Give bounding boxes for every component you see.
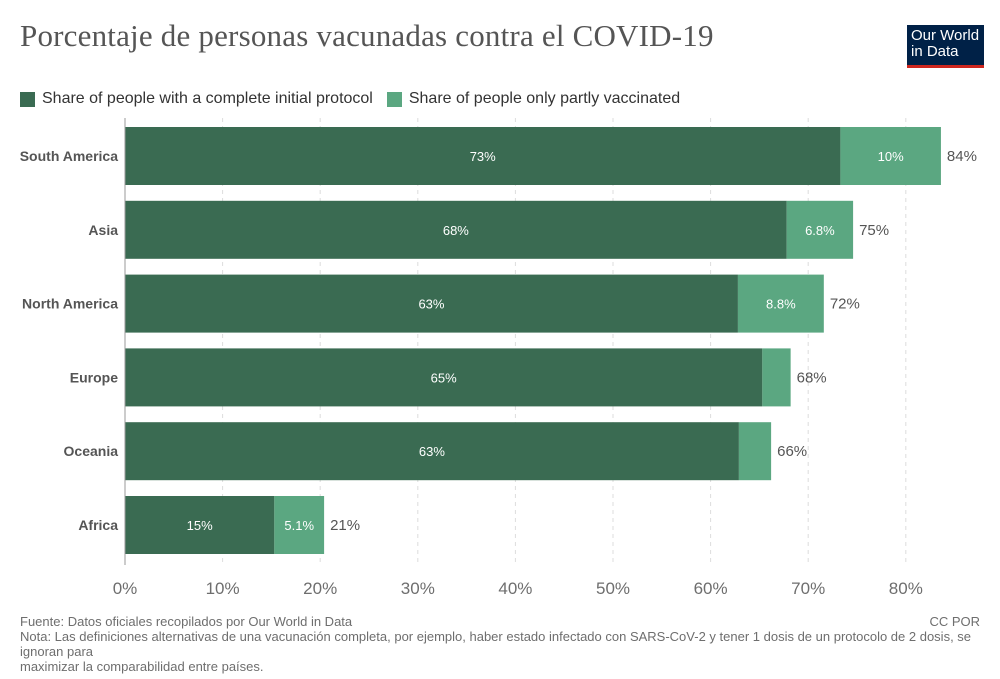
bar-label-full: 15% (187, 518, 213, 533)
x-tick-label: 60% (694, 579, 728, 598)
bar-partial (274, 496, 325, 554)
license-link[interactable]: CC POR (929, 614, 980, 629)
bar-label-full: 63% (418, 297, 444, 312)
bar-label-full: 68% (443, 223, 469, 238)
legend-label-full: Share of people with a complete initial … (42, 90, 373, 107)
category-label: North America (22, 296, 118, 312)
legend-item-partial[interactable]: Share of people only partly vaccinated (386, 90, 681, 108)
legend-item-full[interactable]: Share of people with a complete initial … (20, 90, 373, 108)
owid-logo[interactable]: Our World in Data (907, 25, 984, 68)
bar-full (125, 348, 763, 407)
note-line-2: maximizar la comparabilidad entre países… (20, 659, 264, 674)
x-tick-label: 70% (791, 579, 825, 598)
bar-label-partial: 10% (878, 149, 904, 164)
legend-swatch-full (20, 91, 35, 107)
bar-full (125, 496, 275, 554)
chart-title: Porcentaje de personas vacunadas contra … (20, 18, 714, 53)
category-label: Oceania (64, 443, 119, 459)
x-tick-label: 20% (303, 579, 337, 598)
bar-label-partial: 5.1% (284, 518, 314, 533)
total-label: 21% (330, 517, 360, 534)
bar-label-full: 63% (419, 444, 445, 459)
total-label: 84% (947, 148, 977, 165)
bar-full (125, 127, 841, 185)
total-label: 75% (859, 222, 889, 239)
bar-full (125, 274, 738, 333)
legend: Share of people with a complete initial … (20, 90, 680, 108)
category-label: South America (20, 148, 118, 164)
note-text: Nota: Las definiciones alternativas de u… (20, 629, 980, 674)
bar-partial (738, 422, 772, 481)
note-line-1: Nota: Las definiciones alternativas de u… (20, 629, 972, 659)
source-text: Fuente: Datos oficiales recopilados por … (20, 614, 353, 629)
bar-label-partial: 6.8% (805, 223, 835, 238)
x-tick-label: 30% (401, 579, 435, 598)
total-label: 66% (777, 443, 807, 460)
category-label: Africa (78, 517, 118, 533)
category-label: Europe (70, 369, 118, 385)
x-tick-label: 0% (113, 579, 138, 598)
legend-label-partial: Share of people only partly vaccinated (408, 90, 681, 107)
bar-label-partial: 8.8% (766, 297, 796, 312)
bar-partial (737, 274, 824, 333)
x-tick-label: 80% (889, 579, 923, 598)
x-tick-label: 40% (498, 579, 532, 598)
bar-full (125, 422, 739, 481)
bar-label-full: 65% (431, 370, 457, 385)
total-label: 68% (797, 369, 827, 386)
bar-label-full: 73% (470, 149, 496, 164)
bar-chart: 0% 10% 20% 30% 40% 50% 60% 70% 80% South America 7… (20, 118, 977, 598)
x-tick-label: 10% (206, 579, 240, 598)
bar-partial (786, 200, 854, 259)
category-label: Asia (88, 222, 118, 238)
bar-full (125, 200, 787, 259)
legend-swatch-partial (386, 91, 402, 107)
logo-line-2: in Data (911, 43, 959, 60)
bar-partial (840, 127, 941, 185)
footer: Fuente: Datos oficiales recopilados por … (20, 614, 980, 674)
bar-partial (762, 348, 791, 407)
x-tick-label: 50% (596, 579, 630, 598)
total-label: 72% (830, 296, 860, 313)
logo-line-1: Our World (911, 27, 980, 44)
